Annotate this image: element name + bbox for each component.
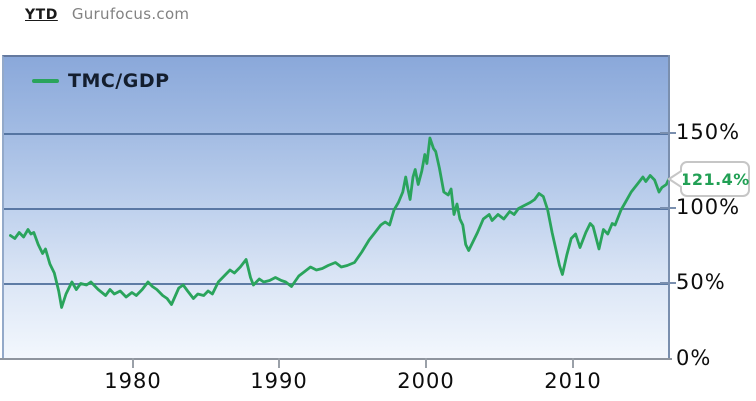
legend: TMC/GDP [32, 70, 170, 92]
y-tick-label-0: 0% [676, 346, 712, 370]
x-tick-1980 [132, 358, 134, 368]
y-tick-50 [660, 282, 676, 284]
legend-line-swatch [32, 79, 59, 83]
tmc-gdp-line [9, 136, 670, 309]
gridline-100 [4, 208, 668, 210]
gridline-150 [4, 133, 668, 135]
x-tick-2010 [572, 358, 574, 368]
y-tick-label-150: 150% [676, 120, 741, 144]
legend-label: TMC/GDP [68, 70, 170, 92]
y-tick-100 [660, 207, 676, 209]
x-tick-label-1980: 1980 [104, 369, 162, 393]
brand-watermark: Gurufocus.com [71, 5, 190, 23]
plot-area: TMC/GDP [2, 55, 670, 358]
current-value-label: 121.4% [680, 169, 750, 189]
x-tick-label-2010: 2010 [544, 369, 602, 393]
y-tick-150 [660, 132, 676, 134]
x-tick-1990 [278, 358, 280, 368]
x-tick-label-1990: 1990 [250, 369, 308, 393]
gridline-50 [4, 283, 668, 285]
tmc-gdp-line-svg [9, 136, 670, 309]
current-value-callout: 121.4% [667, 161, 750, 197]
y-tick-label-100: 100% [676, 195, 741, 219]
header: YTD Gurufocus.com [25, 5, 189, 23]
period-toggle-ytd[interactable]: YTD [25, 7, 58, 23]
x-tick-label-2000: 2000 [397, 369, 455, 393]
x-axis-line [0, 358, 672, 360]
y-tick-label-50: 50% [676, 270, 726, 294]
x-tick-2000 [425, 358, 427, 368]
